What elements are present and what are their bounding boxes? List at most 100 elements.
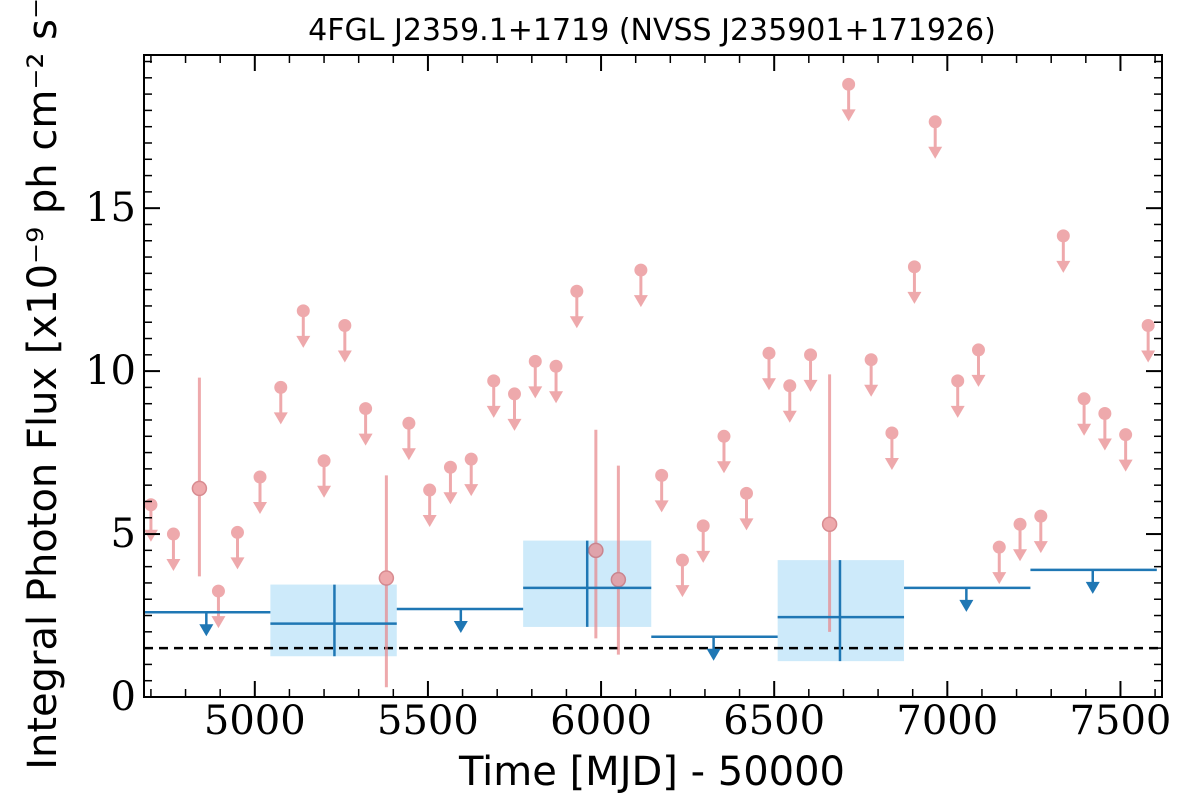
short-upper-limit-28 <box>841 77 856 122</box>
short-upper-limit-marker <box>144 498 158 512</box>
short-upper-limit-marker <box>1098 406 1112 420</box>
short-upper-limit-arrow <box>1056 260 1071 273</box>
short-upper-limit-arrow <box>654 500 669 513</box>
short-bin-series <box>143 77 1156 688</box>
short-upper-limit-marker <box>230 525 244 539</box>
short-upper-limit-marker <box>1077 392 1091 406</box>
short-detection-1 <box>378 475 395 688</box>
short-upper-limit-arrow <box>864 384 879 397</box>
short-detection-marker <box>378 570 395 586</box>
short-upper-limit-marker <box>528 354 542 368</box>
short-upper-limit-marker <box>507 387 521 401</box>
short-upper-limit-marker <box>338 318 352 332</box>
short-upper-limit-arrow <box>1013 549 1028 562</box>
x-axis-label: Time [MJD] - 50000 <box>458 749 845 795</box>
long-upper-limit-arrow <box>453 621 468 634</box>
short-upper-limit-arrow <box>633 295 648 308</box>
short-upper-limit-arrow <box>464 484 479 497</box>
short-upper-limit-arrow <box>273 412 288 425</box>
short-upper-limit-marker <box>211 584 225 598</box>
short-upper-limit-marker <box>634 263 648 277</box>
long-upper-limit-1 <box>396 607 524 634</box>
short-upper-limit-marker <box>992 540 1006 554</box>
short-upper-limit-0 <box>143 498 158 542</box>
short-upper-limit-8 <box>337 318 352 363</box>
short-upper-limit-marker <box>487 374 501 388</box>
short-upper-limit-arrow <box>716 461 731 474</box>
short-upper-limit-arrow <box>252 502 267 515</box>
short-upper-limit-arrow <box>486 405 501 418</box>
short-upper-limit-marker <box>253 470 267 484</box>
short-upper-limit-arrow <box>1033 541 1048 554</box>
short-upper-limit-27 <box>803 348 818 392</box>
short-upper-limit-arrow <box>907 291 922 304</box>
x-tick-label: 5000 <box>204 698 306 744</box>
long-detection-2 <box>777 560 905 662</box>
short-upper-limit-arrow <box>507 418 522 431</box>
short-upper-limit-marker <box>166 527 180 541</box>
short-detection-4 <box>821 374 838 632</box>
chart-title: 4FGL J2359.1+1719 (NVSS J235901+171926) <box>308 13 996 48</box>
short-upper-limit-marker <box>783 379 797 393</box>
short-upper-limit-marker <box>1013 517 1027 531</box>
short-upper-limit-arrow <box>761 378 776 391</box>
short-upper-limit-13 <box>464 452 479 497</box>
short-upper-limit-arrow <box>739 518 754 531</box>
long-detection-1 <box>523 540 652 627</box>
x-tick-label: 7500 <box>1070 698 1172 744</box>
short-upper-limit-32 <box>928 115 943 159</box>
short-upper-limit-arrow <box>549 391 564 404</box>
plot-frame <box>143 54 1163 698</box>
long-upper-limit-arrow <box>959 599 974 612</box>
y-tick-label: 15 <box>85 185 136 231</box>
short-upper-limit-marker <box>1119 428 1133 442</box>
axes: 5000 5500 6000 6500 7000 7500 0 5 10 15 <box>85 54 1172 744</box>
short-upper-limit-39 <box>1077 392 1092 436</box>
short-upper-limit-20 <box>654 468 669 513</box>
short-upper-limit-22 <box>696 519 711 563</box>
short-upper-limit-marker <box>423 483 437 497</box>
short-upper-limit-arrow <box>1141 350 1156 363</box>
short-upper-limit-marker <box>951 374 965 388</box>
short-upper-limit-marker <box>696 519 710 533</box>
short-upper-limit-3 <box>230 525 245 570</box>
short-upper-limit-marker <box>885 426 899 440</box>
short-upper-limit-arrow <box>166 559 181 572</box>
short-upper-limit-14 <box>486 374 501 418</box>
short-upper-limit-15 <box>507 387 522 431</box>
x-tick-label: 6000 <box>550 698 652 744</box>
x-tick-label: 7000 <box>896 698 998 744</box>
short-upper-limit-1 <box>166 527 181 572</box>
short-detection-0 <box>191 377 208 577</box>
short-upper-limit-41 <box>1118 428 1133 472</box>
short-upper-limit-arrow <box>803 379 818 392</box>
short-upper-limit-31 <box>907 260 922 304</box>
short-upper-limit-10 <box>401 416 416 461</box>
long-bin-series <box>144 540 1157 662</box>
short-upper-limit-17 <box>549 359 564 404</box>
short-upper-limit-marker <box>717 429 731 443</box>
short-detection-marker <box>588 542 604 559</box>
short-upper-limit-marker <box>928 115 942 129</box>
short-detection-marker <box>610 571 627 588</box>
short-upper-limit-marker <box>464 452 478 466</box>
short-upper-limit-arrow <box>884 458 899 471</box>
short-upper-limit-40 <box>1097 406 1112 451</box>
short-upper-limit-arrow <box>696 550 711 563</box>
short-upper-limit-arrow <box>230 557 245 570</box>
short-upper-limit-6 <box>296 304 311 348</box>
short-upper-limit-marker <box>655 468 669 482</box>
y-tick-label: 5 <box>111 511 136 557</box>
short-upper-limit-arrow <box>992 572 1007 585</box>
short-upper-limit-26 <box>782 379 797 423</box>
short-upper-limit-arrow <box>443 492 458 505</box>
short-upper-limit-marker <box>402 416 416 430</box>
short-upper-limit-marker <box>296 304 310 318</box>
short-upper-limit-11 <box>422 483 437 528</box>
short-detection-marker <box>821 516 838 533</box>
short-upper-limit-9 <box>358 402 373 446</box>
long-upper-limit-arrow <box>706 648 721 661</box>
short-upper-limit-marker <box>274 380 288 394</box>
short-upper-limit-marker <box>1056 229 1070 243</box>
